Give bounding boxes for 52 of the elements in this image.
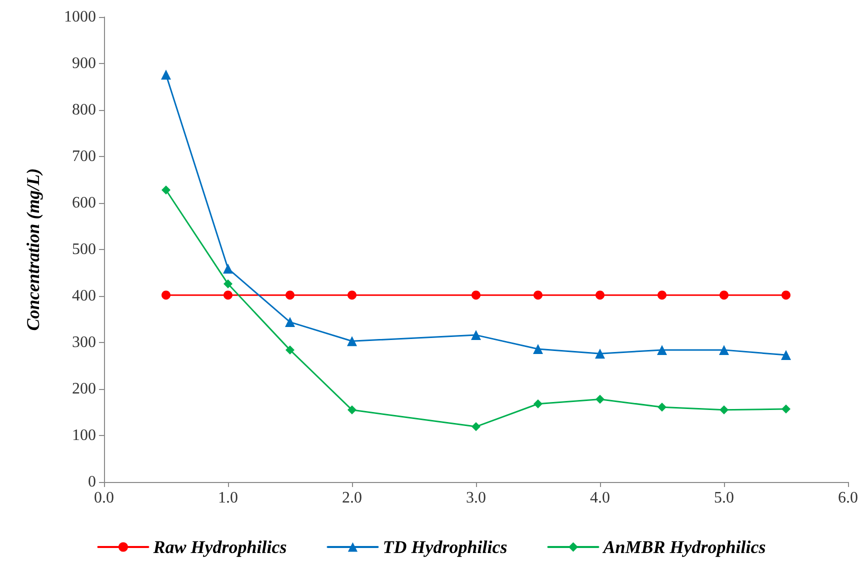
point — [720, 405, 728, 414]
point — [348, 290, 356, 300]
x-tick-label: 3.0 — [466, 490, 486, 506]
point — [347, 336, 357, 346]
y-tick-label: 0 — [88, 474, 96, 490]
y-tick-label: 800 — [72, 102, 96, 118]
point — [223, 264, 233, 274]
point — [534, 399, 542, 408]
point — [161, 70, 171, 80]
y-tick-label: 100 — [72, 427, 96, 444]
point — [781, 350, 791, 360]
point — [719, 344, 729, 355]
point — [471, 330, 481, 340]
x-tick-label: 1.0 — [218, 490, 238, 506]
point — [658, 290, 666, 300]
y-axis-title: Concentration (mg/L) — [23, 168, 43, 331]
point — [595, 348, 605, 359]
x-tick-label: 5.0 — [714, 490, 734, 506]
y-tick-label: 1000 — [64, 8, 96, 26]
point — [720, 290, 728, 300]
point — [782, 404, 790, 414]
x-tick-label: 0.0 — [94, 490, 114, 506]
y-tick-label: 300 — [72, 334, 96, 351]
point — [782, 290, 790, 300]
point — [534, 290, 542, 300]
point — [285, 317, 295, 328]
point — [286, 290, 294, 300]
x-tick-label: 6.0 — [838, 490, 858, 506]
point — [658, 402, 666, 412]
point — [286, 345, 294, 354]
point — [162, 185, 170, 194]
x-tick-label: 2.0 — [342, 490, 362, 506]
y-tick-label: 700 — [72, 148, 96, 165]
point — [596, 290, 604, 300]
point — [472, 290, 480, 300]
y-tick-label: 900 — [72, 55, 96, 72]
legend-label: TD Hydrophilics — [382, 537, 508, 557]
legend-label: Raw Hydrophilics — [152, 537, 287, 557]
point — [596, 394, 604, 404]
x-tick-label: 4.0 — [590, 490, 610, 506]
y-tick-label: 200 — [72, 380, 96, 398]
point — [348, 405, 356, 414]
y-tick-label: 600 — [72, 194, 96, 212]
y-tick-label: 400 — [72, 288, 96, 304]
point — [162, 290, 170, 300]
point — [657, 344, 667, 355]
point — [533, 344, 543, 354]
point — [472, 422, 480, 432]
y-tick-label: 500 — [72, 241, 96, 258]
point — [224, 290, 232, 300]
point — [224, 279, 232, 288]
legend-label: AnMBR Hydrophilics — [602, 537, 766, 557]
